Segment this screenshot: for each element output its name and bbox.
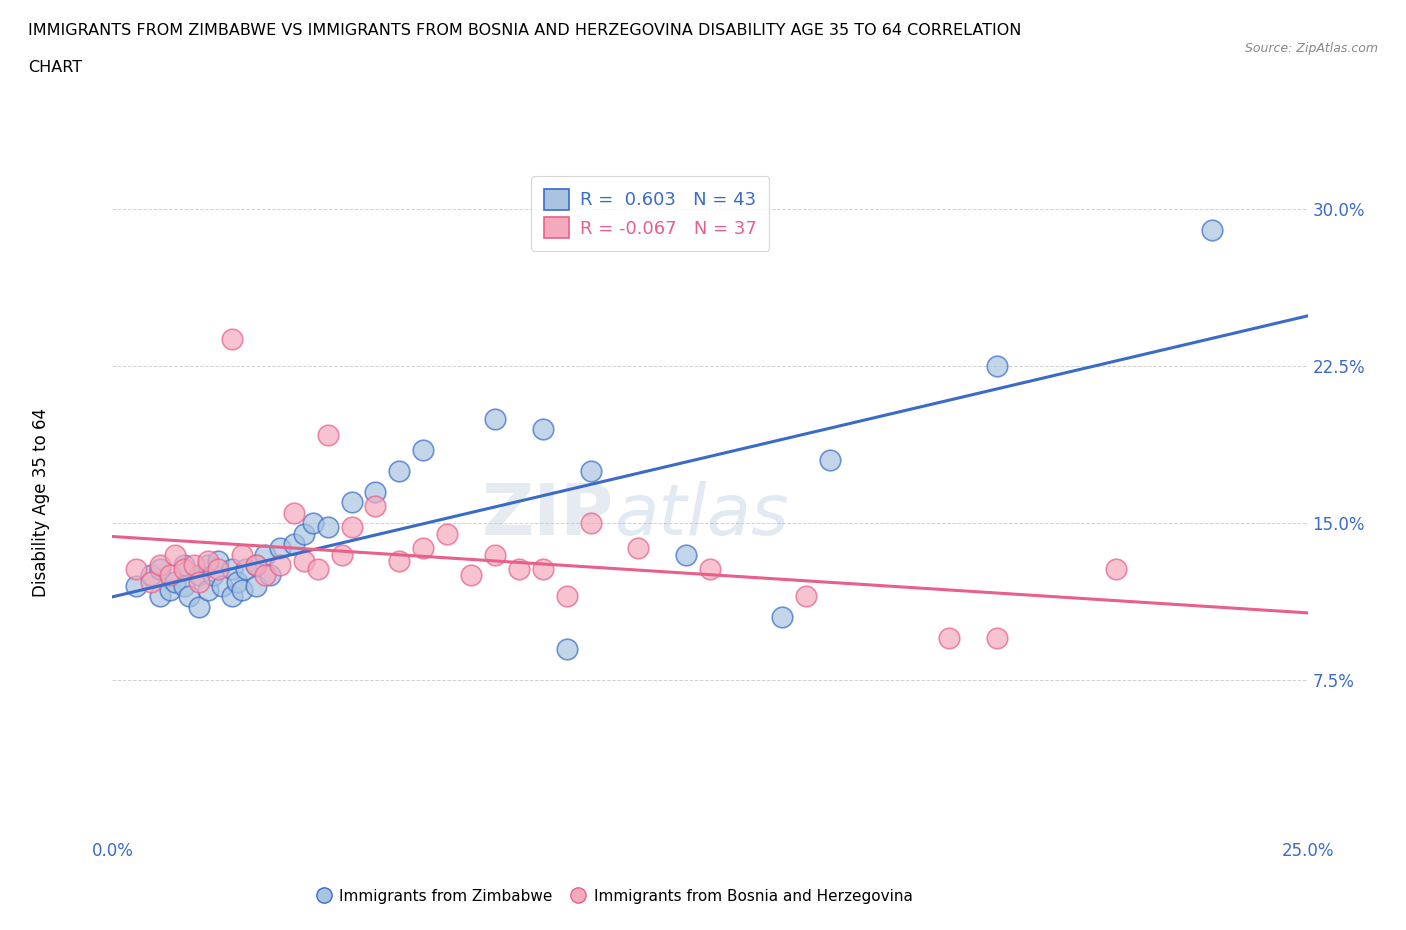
Point <box>484 411 506 426</box>
Point <box>340 520 363 535</box>
Point <box>245 558 267 573</box>
Point <box>225 575 247 590</box>
Point <box>197 582 219 598</box>
Point <box>159 582 181 598</box>
Point <box>436 526 458 541</box>
Point <box>627 541 650 556</box>
Point <box>149 562 172 577</box>
Point <box>330 547 353 562</box>
Point <box>235 562 257 577</box>
Point <box>1201 223 1223 238</box>
Point <box>699 562 721 577</box>
Point <box>149 589 172 604</box>
Point <box>388 463 411 478</box>
Point <box>579 516 602 531</box>
Point <box>484 547 506 562</box>
Point <box>207 553 229 568</box>
Point <box>139 568 162 583</box>
Point <box>460 568 482 583</box>
Point <box>292 553 315 568</box>
Point <box>231 547 253 562</box>
Point <box>1105 562 1128 577</box>
Point <box>794 589 817 604</box>
Point <box>173 558 195 573</box>
Point <box>207 562 229 577</box>
Point <box>159 568 181 583</box>
Point <box>555 589 578 604</box>
Point <box>579 463 602 478</box>
Point <box>283 505 305 520</box>
Text: Source: ZipAtlas.com: Source: ZipAtlas.com <box>1244 42 1378 55</box>
Point <box>307 562 329 577</box>
Text: atlas: atlas <box>614 481 789 550</box>
Point <box>675 547 697 562</box>
Point <box>283 537 305 551</box>
Legend: Immigrants from Zimbabwe, Immigrants from Bosnia and Herzegovina: Immigrants from Zimbabwe, Immigrants fro… <box>311 883 918 910</box>
Point <box>254 568 277 583</box>
Point <box>292 526 315 541</box>
Point <box>259 568 281 583</box>
Point <box>221 589 243 604</box>
Point <box>531 562 554 577</box>
Point <box>173 578 195 593</box>
Point <box>125 562 148 577</box>
Point <box>986 359 1008 374</box>
Point <box>173 562 195 577</box>
Point <box>211 578 233 593</box>
Point <box>818 453 841 468</box>
Point <box>139 575 162 590</box>
Point <box>254 547 277 562</box>
Point <box>531 421 554 436</box>
Point <box>221 562 243 577</box>
Point <box>201 568 224 583</box>
Point <box>187 600 209 615</box>
Point <box>364 499 387 514</box>
Point <box>245 558 267 573</box>
Point <box>508 562 530 577</box>
Point <box>986 631 1008 645</box>
Point <box>938 631 960 645</box>
Point <box>163 547 186 562</box>
Y-axis label: Disability Age 35 to 64: Disability Age 35 to 64 <box>32 407 51 597</box>
Point <box>269 558 291 573</box>
Point <box>125 578 148 593</box>
Point <box>770 610 793 625</box>
Point <box>412 541 434 556</box>
Text: CHART: CHART <box>28 60 82 75</box>
Point <box>187 568 209 583</box>
Point <box>187 575 209 590</box>
Point <box>555 642 578 657</box>
Point <box>197 553 219 568</box>
Point <box>221 332 243 347</box>
Point <box>183 558 205 573</box>
Point <box>197 558 219 573</box>
Point <box>302 516 325 531</box>
Point <box>269 541 291 556</box>
Point <box>340 495 363 510</box>
Point <box>149 558 172 573</box>
Point <box>231 582 253 598</box>
Point <box>163 575 186 590</box>
Point <box>316 428 339 443</box>
Point <box>316 520 339 535</box>
Point <box>177 589 200 604</box>
Point <box>245 578 267 593</box>
Point <box>364 485 387 499</box>
Text: ZIP: ZIP <box>482 481 614 550</box>
Text: IMMIGRANTS FROM ZIMBABWE VS IMMIGRANTS FROM BOSNIA AND HERZEGOVINA DISABILITY AG: IMMIGRANTS FROM ZIMBABWE VS IMMIGRANTS F… <box>28 23 1022 38</box>
Point <box>412 443 434 458</box>
Point <box>388 553 411 568</box>
